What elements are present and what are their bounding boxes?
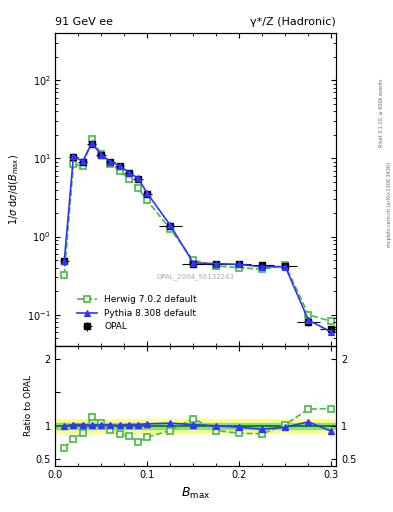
Pythia 8.308 default [306,317,311,323]
Herwig 7.0.2 default [260,266,264,272]
Pythia 8.308 default [283,264,288,270]
Pythia 8.308 default [168,222,173,228]
Pythia 8.308 default [62,259,66,265]
Pythia 8.308 default [127,169,131,176]
Pythia 8.308 default [71,153,76,159]
Herwig 7.0.2 default [127,176,131,182]
Herwig 7.0.2 default [99,151,103,157]
Text: Rivet 3.1.10, ≥ 600k events: Rivet 3.1.10, ≥ 600k events [379,78,384,147]
Herwig 7.0.2 default [191,257,196,263]
Herwig 7.0.2 default [62,272,66,278]
Line: Herwig 7.0.2 default: Herwig 7.0.2 default [61,136,335,325]
Herwig 7.0.2 default [145,197,149,203]
Herwig 7.0.2 default [108,161,113,167]
Pythia 8.308 default [80,158,85,164]
Pythia 8.308 default [329,329,334,335]
Pythia 8.308 default [90,140,94,146]
Herwig 7.0.2 default [168,226,173,232]
Pythia 8.308 default [260,264,264,270]
Pythia 8.308 default [145,190,149,196]
Legend: Herwig 7.0.2 default, Pythia 8.308 default, OPAL: Herwig 7.0.2 default, Pythia 8.308 defau… [73,292,200,335]
Herwig 7.0.2 default [117,167,122,174]
Pythia 8.308 default [136,175,140,181]
Text: γ*/Z (Hadronic): γ*/Z (Hadronic) [250,16,336,27]
Pythia 8.308 default [214,261,219,267]
Herwig 7.0.2 default [71,161,76,167]
Y-axis label: Ratio to OPAL: Ratio to OPAL [24,375,33,436]
Herwig 7.0.2 default [283,262,288,268]
Herwig 7.0.2 default [80,163,85,169]
Pythia 8.308 default [237,261,242,267]
Pythia 8.308 default [191,260,196,266]
Herwig 7.0.2 default [329,318,334,325]
Herwig 7.0.2 default [90,136,94,142]
Pythia 8.308 default [117,162,122,168]
Text: mcplots.cern.ch [arXiv:1306.3436]: mcplots.cern.ch [arXiv:1306.3436] [387,162,391,247]
Pythia 8.308 default [108,159,113,165]
X-axis label: $B_\mathrm{max}$: $B_\mathrm{max}$ [181,486,210,501]
Herwig 7.0.2 default [306,312,311,318]
Text: OPAL_2004_S6132243: OPAL_2004_S6132243 [156,273,235,281]
Herwig 7.0.2 default [237,265,242,271]
Herwig 7.0.2 default [214,263,219,269]
Herwig 7.0.2 default [136,185,140,191]
Y-axis label: 1/$\sigma$ d$\sigma$/d($B_\mathrm{max}$): 1/$\sigma$ d$\sigma$/d($B_\mathrm{max}$) [8,154,22,225]
Pythia 8.308 default [99,152,103,158]
Line: Pythia 8.308 default: Pythia 8.308 default [61,140,334,335]
Text: 91 GeV ee: 91 GeV ee [55,16,113,27]
